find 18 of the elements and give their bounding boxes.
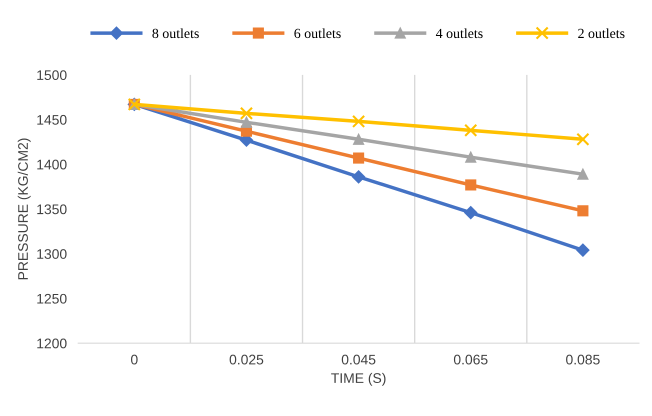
y-tick-label: 1300 <box>37 249 67 259</box>
x-tick-label: 0.085 <box>566 354 600 365</box>
y-tick-label: 1500 <box>37 70 67 80</box>
x-axis-title: TIME (S) <box>331 372 386 386</box>
legend-label: 6 outlets <box>294 28 341 38</box>
y-tick-label: 1450 <box>37 114 67 125</box>
y-tick-label: 1200 <box>37 338 67 348</box>
legend-label: 2 outlets <box>578 28 625 38</box>
x-tick-label: 0.025 <box>230 354 264 365</box>
legend-label: 4 outlets <box>436 28 483 38</box>
legend-label: 8 outlets <box>152 28 199 38</box>
y-tick-label: 1400 <box>37 160 67 170</box>
y-tick-label: 1350 <box>37 204 67 214</box>
x-tick-label: 0 <box>130 354 138 365</box>
x-tick-label: 0.045 <box>342 354 376 365</box>
y-tick-label: 1250 <box>37 294 67 304</box>
x-tick-label: 0.065 <box>454 354 488 365</box>
y-axis-title: PRESSURE (KG/CM2) <box>18 138 31 280</box>
